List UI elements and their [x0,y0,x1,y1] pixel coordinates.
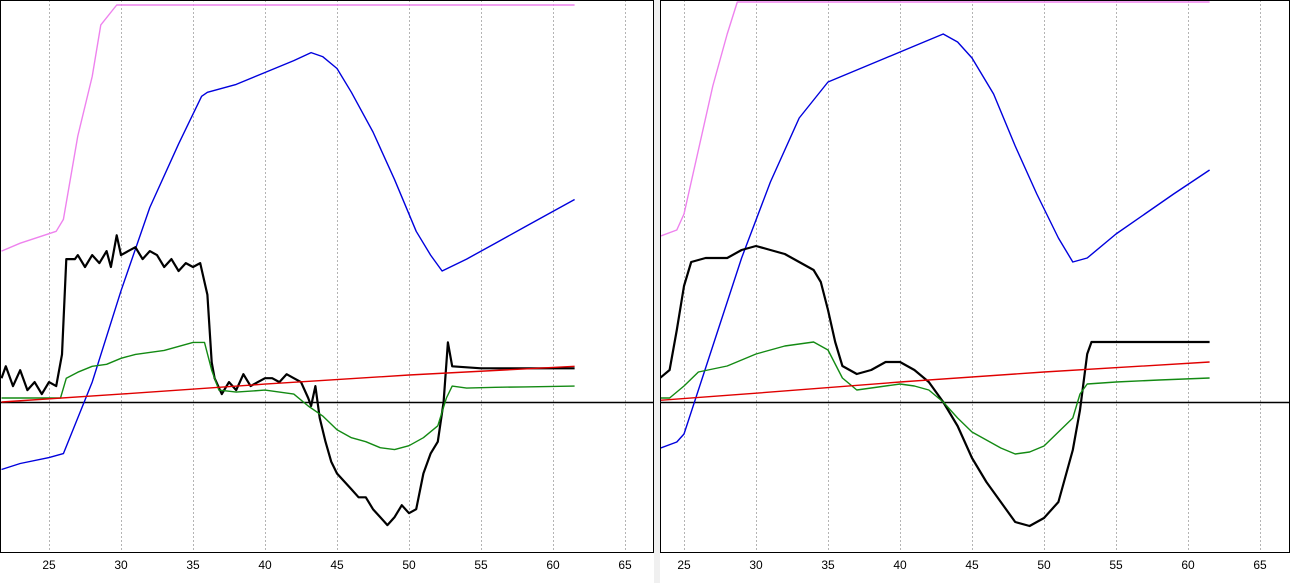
plot-area [0,0,654,553]
plot-frame [660,0,1290,553]
x-tick-label: 35 [821,558,835,572]
x-tick-label: 30 [749,558,763,572]
x-tick-label: 45 [965,558,979,572]
panel-separator [654,0,660,583]
series-line-blue [1,51,575,471]
x-tick-label: 50 [1037,558,1051,572]
x-tick-label: 65 [1253,558,1267,572]
series-line-blue [660,33,1210,449]
series-line-red [660,361,1210,401]
x-tick-label: 55 [1109,558,1123,572]
x-tick-label: 35 [186,558,200,572]
x-tick-label: 40 [258,558,272,572]
x-tick-label: 45 [330,558,344,572]
x-tick-label: 60 [1181,558,1195,572]
series-line-black [660,244,1210,528]
series-line-pink [1,4,575,252]
series-line-green [1,341,575,451]
right-chart-panel: 25 30 35 40 45 50 55 60 65 [660,0,1290,572]
x-tick-label: 30 [114,558,128,572]
x-tick-label: 40 [893,558,907,572]
plot-frame [0,0,654,553]
x-tick-label: 55 [474,558,488,572]
x-tick-label: 50 [402,558,416,572]
x-tick-label: 65 [618,558,632,572]
series-line-green [660,341,1210,455]
x-tick-label: 25 [42,558,56,572]
series-line-pink [660,1,1210,237]
plot-area [660,0,1290,553]
x-tick-label: 60 [546,558,560,572]
left-chart-panel: 25 30 35 40 45 50 55 60 65 [0,0,654,572]
x-tick-label: 25 [677,558,691,572]
series-line-black [0,234,575,527]
series-line-red [1,365,575,403]
